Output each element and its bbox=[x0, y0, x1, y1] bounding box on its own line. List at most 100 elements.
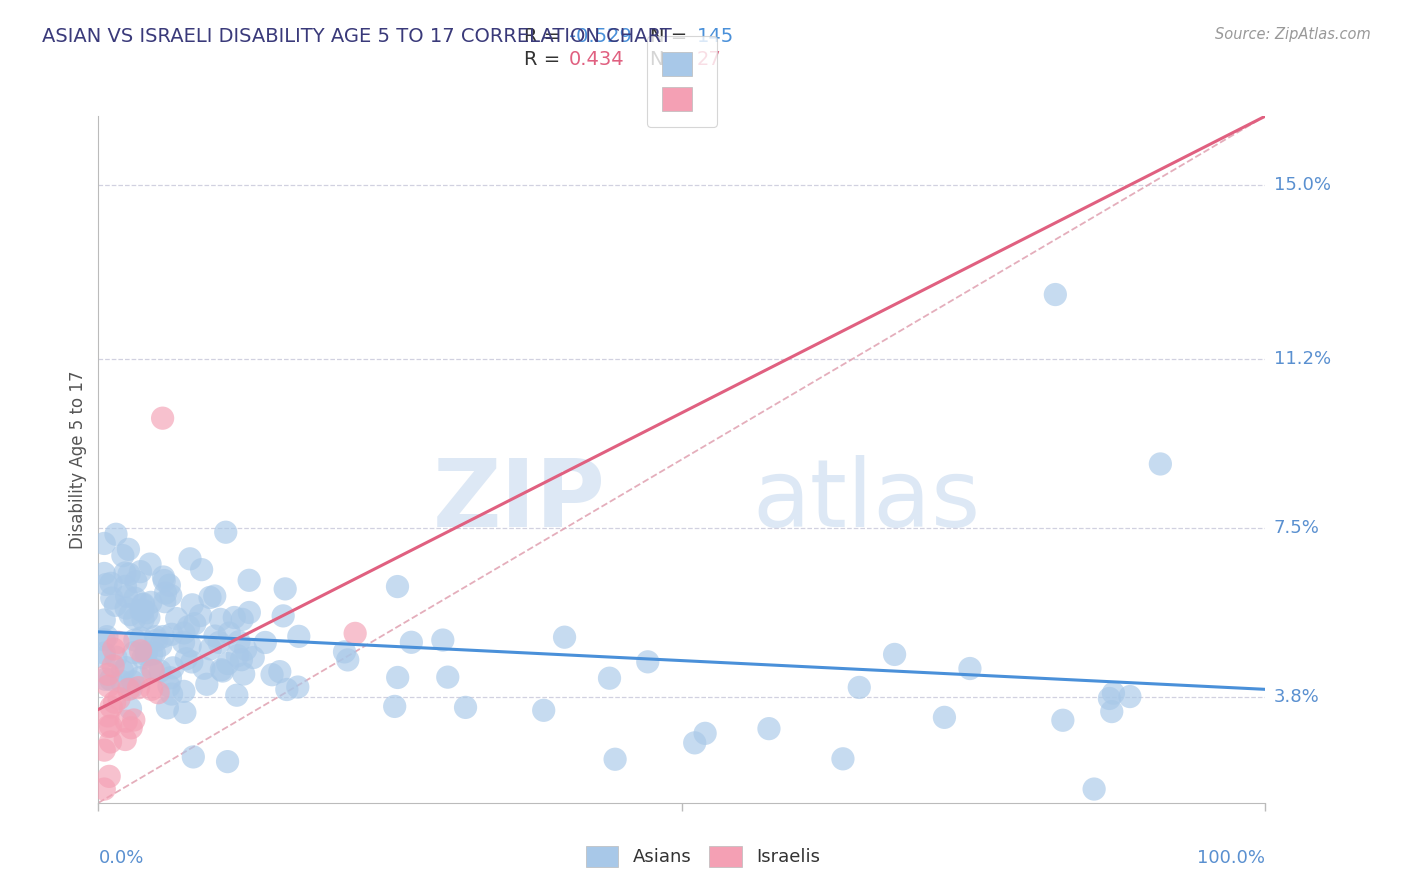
Point bbox=[209, 663, 232, 677]
Text: Source: ZipAtlas.com: Source: ZipAtlas.com bbox=[1215, 27, 1371, 42]
Point bbox=[683, 736, 706, 750]
Point bbox=[146, 686, 169, 700]
Point bbox=[224, 610, 246, 624]
Point bbox=[153, 574, 176, 588]
Point bbox=[883, 648, 905, 662]
Point bbox=[204, 589, 226, 603]
Point bbox=[153, 595, 176, 609]
Legend: , : , bbox=[647, 37, 717, 127]
Point bbox=[122, 713, 145, 727]
Point bbox=[114, 732, 136, 747]
Point bbox=[695, 726, 717, 740]
Point bbox=[93, 646, 115, 660]
Point bbox=[129, 644, 152, 658]
Point bbox=[132, 597, 155, 611]
Point bbox=[97, 667, 120, 681]
Text: N =: N = bbox=[651, 50, 700, 70]
Point bbox=[98, 769, 121, 783]
Point bbox=[344, 626, 367, 640]
Point bbox=[93, 782, 115, 797]
Point bbox=[254, 635, 277, 649]
Text: R =: R = bbox=[524, 28, 567, 46]
Point bbox=[110, 674, 132, 689]
Text: 27: 27 bbox=[697, 50, 721, 70]
Text: 7.5%: 7.5% bbox=[1274, 519, 1320, 537]
Point bbox=[387, 670, 409, 684]
Point bbox=[179, 551, 201, 566]
Text: N =: N = bbox=[651, 28, 695, 46]
Point bbox=[141, 682, 163, 697]
Point bbox=[118, 607, 141, 622]
Point bbox=[333, 645, 356, 659]
Point bbox=[120, 702, 142, 716]
Point bbox=[114, 566, 136, 580]
Point bbox=[231, 612, 253, 626]
Point bbox=[387, 580, 409, 594]
Point bbox=[104, 527, 127, 541]
Point bbox=[100, 673, 122, 687]
Point bbox=[271, 608, 294, 623]
Point bbox=[211, 664, 233, 678]
Point bbox=[177, 620, 200, 634]
Point bbox=[276, 682, 298, 697]
Point bbox=[97, 720, 120, 734]
Point bbox=[111, 549, 134, 563]
Point bbox=[93, 743, 115, 757]
Point bbox=[124, 591, 146, 606]
Point bbox=[104, 650, 127, 665]
Point bbox=[96, 630, 118, 644]
Point bbox=[179, 639, 201, 653]
Text: ZIP: ZIP bbox=[433, 455, 606, 547]
Point bbox=[336, 653, 359, 667]
Point bbox=[200, 641, 222, 656]
Point bbox=[152, 411, 174, 425]
Point bbox=[156, 701, 179, 715]
Point bbox=[226, 648, 249, 663]
Point bbox=[100, 735, 122, 749]
Point bbox=[235, 642, 257, 657]
Point bbox=[758, 722, 780, 736]
Point bbox=[141, 661, 163, 675]
Point bbox=[149, 664, 172, 678]
Point bbox=[115, 590, 138, 604]
Point bbox=[115, 660, 138, 674]
Point bbox=[104, 599, 127, 613]
Point bbox=[135, 606, 157, 620]
Point bbox=[384, 699, 406, 714]
Point bbox=[129, 631, 152, 645]
Point bbox=[128, 671, 150, 685]
Point bbox=[100, 719, 122, 733]
Point bbox=[96, 577, 118, 591]
Point bbox=[238, 574, 260, 588]
Point bbox=[143, 646, 166, 660]
Point bbox=[117, 682, 139, 697]
Point bbox=[1119, 690, 1142, 704]
Text: 0.434: 0.434 bbox=[568, 50, 624, 70]
Point bbox=[215, 525, 238, 540]
Point bbox=[101, 658, 124, 673]
Point bbox=[114, 579, 136, 593]
Point bbox=[432, 633, 454, 648]
Point bbox=[135, 648, 157, 662]
Point bbox=[436, 670, 458, 684]
Point bbox=[204, 629, 226, 643]
Point bbox=[173, 626, 195, 640]
Point bbox=[193, 661, 215, 675]
Point bbox=[217, 657, 239, 671]
Point bbox=[195, 677, 218, 691]
Point bbox=[159, 671, 181, 685]
Point bbox=[128, 681, 150, 695]
Point bbox=[94, 672, 117, 686]
Point bbox=[122, 674, 145, 689]
Point bbox=[231, 653, 253, 667]
Point bbox=[181, 598, 204, 612]
Point bbox=[124, 612, 146, 626]
Text: 100.0%: 100.0% bbox=[1198, 848, 1265, 867]
Point bbox=[269, 665, 291, 679]
Point bbox=[238, 606, 260, 620]
Point bbox=[260, 667, 283, 681]
Point bbox=[132, 603, 155, 617]
Point bbox=[111, 664, 134, 678]
Point bbox=[120, 721, 142, 735]
Point bbox=[198, 591, 221, 605]
